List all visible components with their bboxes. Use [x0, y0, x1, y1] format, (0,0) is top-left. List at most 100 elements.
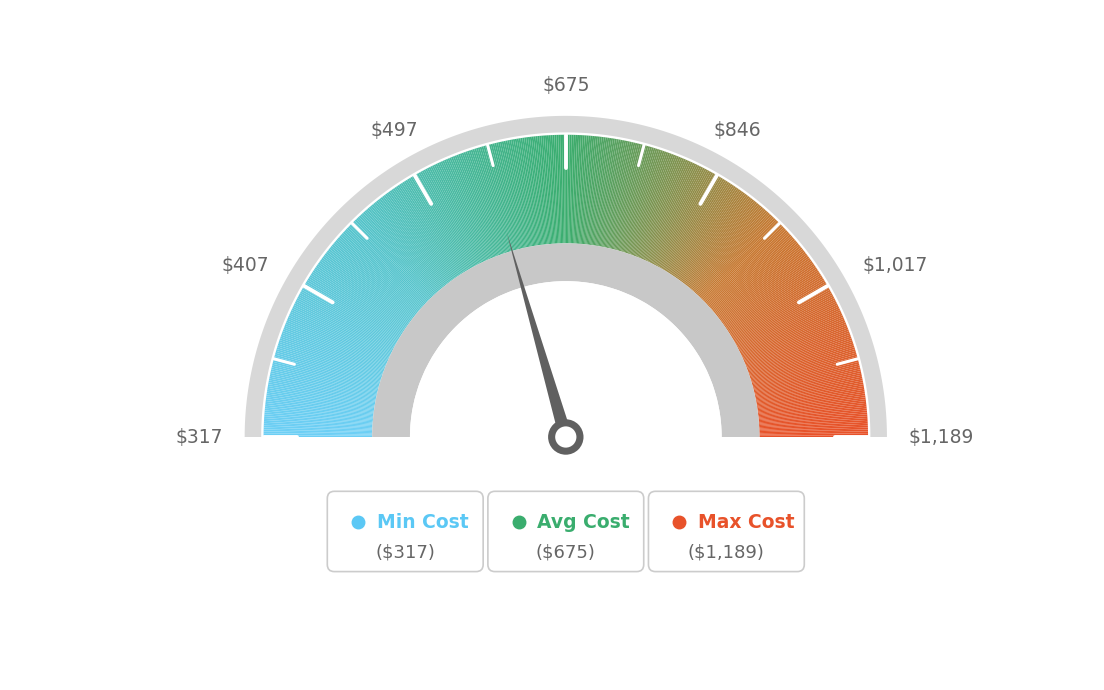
Polygon shape	[760, 426, 868, 431]
Polygon shape	[266, 393, 374, 411]
Polygon shape	[742, 310, 841, 357]
Polygon shape	[744, 320, 846, 364]
Polygon shape	[278, 342, 382, 377]
Text: $846: $846	[713, 121, 761, 141]
Polygon shape	[669, 181, 730, 274]
Polygon shape	[291, 308, 391, 355]
Polygon shape	[732, 283, 827, 339]
Polygon shape	[266, 395, 374, 411]
Polygon shape	[382, 196, 449, 284]
Polygon shape	[754, 367, 860, 393]
Polygon shape	[713, 240, 796, 312]
Polygon shape	[620, 147, 654, 252]
Polygon shape	[551, 135, 558, 244]
Polygon shape	[754, 366, 860, 393]
Polygon shape	[432, 165, 481, 264]
Polygon shape	[659, 172, 713, 268]
Polygon shape	[455, 155, 496, 257]
Polygon shape	[749, 337, 851, 374]
Polygon shape	[265, 403, 373, 416]
Polygon shape	[648, 164, 697, 262]
Polygon shape	[339, 236, 422, 309]
Polygon shape	[630, 152, 668, 255]
Polygon shape	[279, 340, 382, 376]
Polygon shape	[344, 230, 425, 306]
Polygon shape	[268, 382, 375, 403]
Polygon shape	[264, 426, 372, 431]
Polygon shape	[739, 302, 837, 351]
Polygon shape	[265, 405, 373, 417]
Polygon shape	[643, 159, 688, 259]
Polygon shape	[718, 250, 805, 318]
Polygon shape	[613, 144, 641, 250]
Polygon shape	[615, 145, 645, 250]
Polygon shape	[379, 198, 447, 285]
Polygon shape	[654, 168, 704, 265]
Polygon shape	[530, 137, 544, 245]
Polygon shape	[289, 313, 389, 359]
Polygon shape	[369, 206, 440, 290]
Polygon shape	[583, 136, 594, 244]
Polygon shape	[701, 221, 778, 299]
Polygon shape	[737, 297, 835, 348]
Polygon shape	[549, 135, 556, 244]
Polygon shape	[753, 360, 859, 389]
Polygon shape	[742, 312, 841, 358]
Polygon shape	[284, 326, 385, 367]
Polygon shape	[645, 161, 691, 261]
Polygon shape	[295, 302, 393, 351]
Polygon shape	[302, 286, 397, 342]
Polygon shape	[756, 382, 863, 403]
Polygon shape	[372, 204, 443, 288]
Polygon shape	[758, 416, 868, 425]
Polygon shape	[753, 356, 858, 386]
Polygon shape	[270, 373, 376, 397]
Polygon shape	[449, 157, 492, 258]
Polygon shape	[750, 340, 852, 376]
Polygon shape	[283, 329, 385, 369]
Polygon shape	[575, 135, 583, 244]
Polygon shape	[743, 315, 843, 360]
Polygon shape	[511, 139, 532, 246]
Polygon shape	[408, 178, 466, 272]
Polygon shape	[476, 148, 509, 252]
Polygon shape	[743, 317, 843, 362]
Polygon shape	[699, 217, 774, 297]
Polygon shape	[639, 157, 682, 258]
Polygon shape	[401, 183, 461, 275]
Polygon shape	[646, 162, 693, 262]
Polygon shape	[584, 136, 596, 244]
Polygon shape	[691, 206, 763, 290]
Polygon shape	[746, 326, 848, 367]
Polygon shape	[412, 176, 468, 270]
Polygon shape	[425, 168, 477, 266]
Polygon shape	[376, 201, 445, 286]
Polygon shape	[719, 252, 806, 319]
Polygon shape	[265, 406, 373, 419]
Polygon shape	[592, 137, 607, 245]
Polygon shape	[266, 397, 374, 413]
Polygon shape	[447, 158, 491, 259]
Polygon shape	[593, 137, 609, 246]
Polygon shape	[730, 275, 822, 334]
Polygon shape	[541, 136, 551, 244]
FancyBboxPatch shape	[488, 491, 644, 571]
Polygon shape	[431, 166, 480, 264]
Polygon shape	[730, 277, 822, 335]
Polygon shape	[264, 420, 372, 427]
Polygon shape	[297, 297, 394, 348]
Polygon shape	[723, 261, 813, 325]
Polygon shape	[307, 280, 401, 337]
Polygon shape	[524, 137, 540, 245]
Polygon shape	[309, 275, 402, 334]
Polygon shape	[360, 214, 435, 295]
Polygon shape	[444, 159, 489, 259]
Polygon shape	[470, 150, 506, 253]
Polygon shape	[655, 168, 707, 266]
Polygon shape	[595, 138, 613, 246]
Polygon shape	[538, 136, 549, 244]
Polygon shape	[501, 141, 526, 248]
Polygon shape	[498, 142, 523, 248]
Polygon shape	[309, 277, 402, 335]
Polygon shape	[569, 135, 572, 244]
